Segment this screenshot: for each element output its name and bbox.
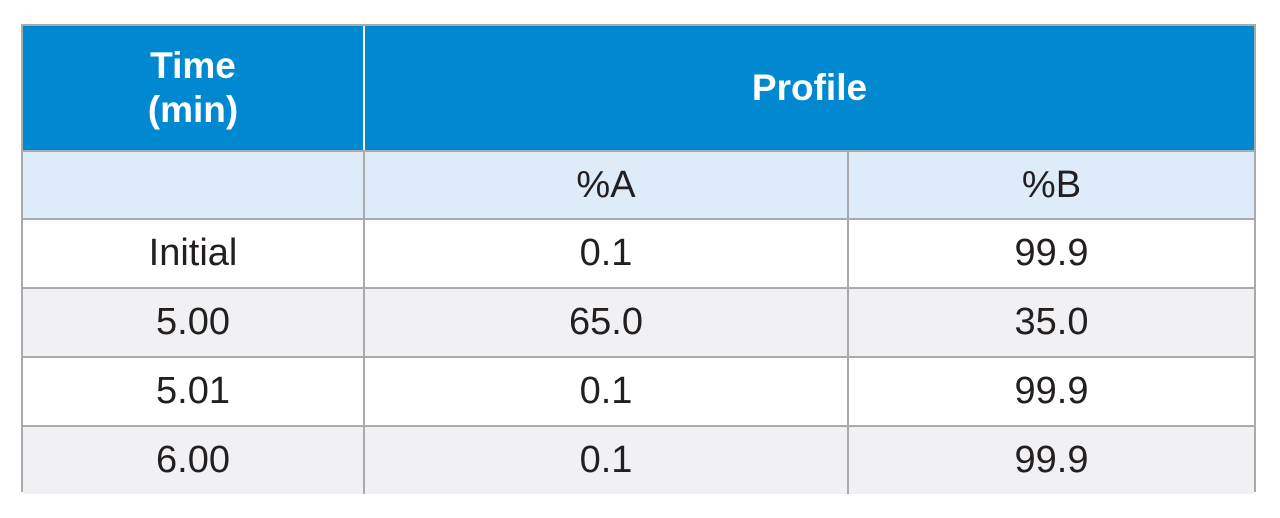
percent-b-cell: 99.9 (847, 425, 1254, 494)
percent-b-cell: 99.9 (847, 356, 1254, 427)
time-cell: 5.00 (23, 287, 365, 358)
subheader-percent-b: %B (847, 150, 1254, 220)
percent-b-cell: 35.0 (847, 287, 1254, 358)
table-row: 5.01 0.1 99.9 (23, 356, 1254, 427)
table-subheader-row: %A %B (23, 150, 1254, 220)
table-row: 6.00 0.1 99.9 (23, 425, 1254, 494)
time-cell: Initial (23, 218, 365, 289)
percent-a-cell: 0.1 (363, 425, 849, 494)
time-cell: 5.01 (23, 356, 365, 427)
percent-a-cell: 65.0 (363, 287, 849, 358)
time-header: Time (min) (23, 26, 365, 152)
table-row: 5.00 65.0 35.0 (23, 287, 1254, 358)
profile-header: Profile (363, 26, 1254, 152)
percent-a-cell: 0.1 (363, 218, 849, 289)
time-cell: 6.00 (23, 425, 365, 494)
subheader-percent-a: %A (363, 150, 849, 220)
subheader-time-cell (23, 150, 365, 220)
table-row: Initial 0.1 99.9 (23, 218, 1254, 289)
table-header-row: Time (min) Profile (23, 26, 1254, 152)
percent-b-cell: 99.9 (847, 218, 1254, 289)
time-header-line2: (min) (147, 89, 239, 130)
gradient-profile-table: Time (min) Profile %A %B Initial 0.1 99.… (23, 26, 1254, 494)
gradient-table: Time (min) Profile %A %B Initial 0.1 99.… (21, 24, 1256, 494)
percent-a-cell: 0.1 (363, 356, 849, 427)
time-header-line1: Time (150, 45, 236, 86)
